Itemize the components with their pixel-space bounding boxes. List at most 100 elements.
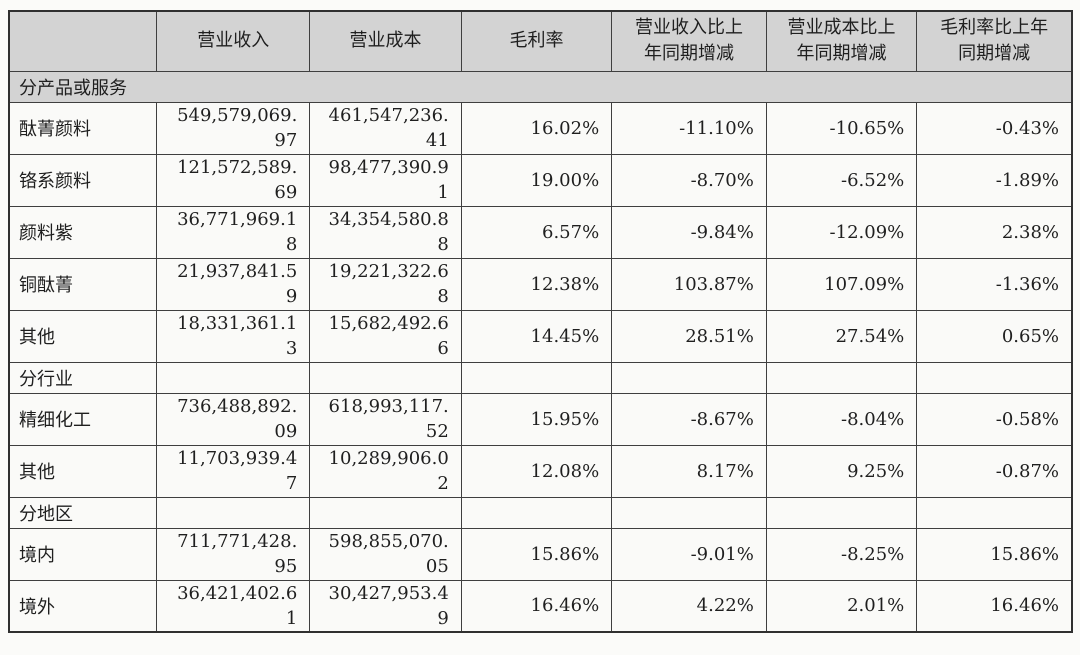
revenue_change-cell: 4.22% [611,579,767,633]
revenue-cell: 11,703,939.47 [156,444,311,498]
margin-cell: 14.45% [460,309,613,363]
revenue-cell: 736,488,892.09 [156,392,311,446]
table-header-row: 营业收入 营业成本 毛利率 营业收入比上年同期增减 营业成本比上年同期增减 毛利率比上年同… [8,10,1073,72]
row-label: 境外 [8,579,158,633]
margin_change-cell: 16.46% [916,579,1073,633]
column-header-blank [8,10,158,72]
margin_change-cell: -0.58% [916,392,1073,446]
revenue-value: 36,771,969.18 [177,209,298,255]
margin-cell: 15.95% [460,392,613,446]
table-row: 颜料紫 36,771,969.18 34,354,580.88 6.57% -9.84%… [8,205,1073,259]
row-label: 颜料紫 [8,205,158,259]
margin-cell: 15.86% [460,527,613,581]
cost-value: 15,682,492.66 [328,313,449,359]
revenue-value: 121,572,589.69 [177,157,298,203]
cost-value: 618,993,117.52 [328,396,449,442]
section-row: 分行业 [8,361,1073,394]
empty-cell [611,496,767,529]
margin_change-cell: -1.89% [916,153,1073,207]
section-label: 分产品或服务 [8,70,1073,103]
column-header: 营业成本比上年同期增减 [765,10,918,72]
column-header: 营业收入 [156,10,311,72]
empty-cell [611,361,767,394]
cost-cell: 30,427,953.49 [309,579,462,633]
revenue-cell: 21,937,841.59 [156,257,311,311]
cost-value: 10,289,906.02 [328,448,449,494]
empty-cell [460,496,613,529]
margin_change-cell: -0.87% [916,444,1073,498]
margin-cell: 12.38% [460,257,613,311]
cost-cell: 10,289,906.02 [309,444,462,498]
revenue-cell: 18,331,361.13 [156,309,311,363]
table-row: 酞菁颜料 549,579,069.97 461,547,236.41 16.02% -1… [8,101,1073,155]
section-row: 分产品或服务 [8,70,1073,103]
row-label: 铜酞菁 [8,257,158,311]
revenue-value: 36,421,402.61 [177,582,298,629]
section-row: 分地区 [8,496,1073,529]
empty-cell [156,496,311,529]
revenue-cell: 711,771,428.95 [156,527,311,581]
segment-margin-table: 营业收入 营业成本 毛利率 营业收入比上年同期增减 营业成本比上年同期增减 毛利率比上年同… [8,10,1073,633]
margin-cell: 16.02% [460,101,613,155]
revenue_change-cell: 28.51% [611,309,767,363]
revenue-value: 18,331,361.13 [177,313,298,359]
cost-value: 461,547,236.41 [328,105,449,151]
revenue-cell: 549,579,069.97 [156,101,311,155]
revenue-value: 549,579,069.97 [177,105,298,151]
cost-value: 19,221,322.68 [328,261,449,307]
cost-cell: 598,855,070.05 [309,527,462,581]
margin-cell: 16.46% [460,579,613,633]
empty-cell [309,361,462,394]
revenue_change-cell: -8.70% [611,153,767,207]
empty-cell [460,361,613,394]
row-label: 境内 [8,527,158,581]
cost_change-cell: -8.04% [765,392,918,446]
cost_change-cell: -12.09% [765,205,918,259]
revenue-cell: 36,771,969.18 [156,205,311,259]
revenue_change-cell: -9.01% [611,527,767,581]
margin-cell: 12.08% [460,444,613,498]
section-label: 分地区 [8,496,158,529]
cost-cell: 19,221,322.68 [309,257,462,311]
cost-value: 98,477,390.91 [328,157,449,203]
table-row: 境内 711,771,428.95 598,855,070.05 15.86% -9.0… [8,527,1073,581]
cost_change-cell: -8.25% [765,527,918,581]
cost_change-cell: 27.54% [765,309,918,363]
cost-cell: 98,477,390.91 [309,153,462,207]
table-row: 其他 11,703,939.47 10,289,906.02 12.08% 8.17% 9… [8,444,1073,498]
revenue-value: 21,937,841.59 [177,261,298,307]
cost-cell: 618,993,117.52 [309,392,462,446]
empty-cell [156,361,311,394]
empty-cell [916,361,1073,394]
cost-cell: 461,547,236.41 [309,101,462,155]
revenue-cell: 36,421,402.61 [156,579,311,633]
revenue_change-cell: -11.10% [611,101,767,155]
margin-cell: 6.57% [460,205,613,259]
cost-cell: 34,354,580.88 [309,205,462,259]
margin_change-cell: 15.86% [916,527,1073,581]
column-header: 毛利率 [460,10,613,72]
table-row: 铜酞菁 21,937,841.59 19,221,322.68 12.38% 103.8… [8,257,1073,311]
row-label: 铬系颜料 [8,153,158,207]
revenue-value: 736,488,892.09 [177,396,298,442]
cost-value: 30,427,953.49 [328,582,449,629]
row-label: 精细化工 [8,392,158,446]
cost_change-cell: -10.65% [765,101,918,155]
cost_change-cell: 2.01% [765,579,918,633]
cost-value: 34,354,580.88 [328,209,449,255]
revenue-value: 711,771,428.95 [177,531,298,577]
table-row: 铬系颜料 121,572,589.69 98,477,390.91 19.00% -8.… [8,153,1073,207]
table-row: 境外 36,421,402.61 30,427,953.49 16.46% 4.22% 2… [8,579,1073,633]
empty-cell [309,496,462,529]
margin_change-cell: 0.65% [916,309,1073,363]
revenue-cell: 121,572,589.69 [156,153,311,207]
revenue_change-cell: 103.87% [611,257,767,311]
row-label: 酞菁颜料 [8,101,158,155]
margin_change-cell: -0.43% [916,101,1073,155]
revenue_change-cell: -9.84% [611,205,767,259]
cost_change-cell: -6.52% [765,153,918,207]
empty-cell [765,361,918,394]
cost-value: 598,855,070.05 [328,531,449,577]
empty-cell [765,496,918,529]
